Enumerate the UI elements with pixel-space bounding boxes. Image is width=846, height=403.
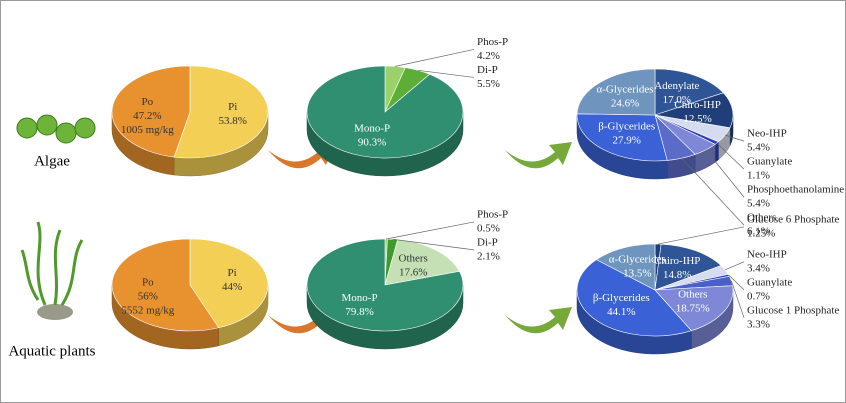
slice-label: Others (399, 252, 428, 264)
slice-label: Mono-P (342, 292, 378, 304)
value-label: 24.6% (611, 97, 639, 109)
row-label: Algae (34, 153, 70, 169)
annotation: 1005 mg/kg (121, 124, 174, 136)
slice-label: β-Glycerides (598, 121, 655, 133)
slice-label: α-Glycerides (597, 83, 654, 95)
leader-line (724, 261, 745, 271)
value-label: 5.4% (747, 198, 770, 210)
slice-label: Glucose 1 Phosphate (747, 304, 839, 316)
slice-label: Chiro-IHP (654, 255, 700, 267)
leader-line (725, 134, 745, 142)
slice (654, 243, 722, 291)
value-label: 13.5% (623, 267, 651, 279)
value-label: 5.5% (477, 78, 500, 90)
leader-line (681, 157, 745, 226)
value-label: 1.25% (747, 227, 775, 239)
slice-label: Pi (228, 267, 237, 279)
slice-label: α-Glycerides (609, 253, 666, 265)
slice (306, 238, 464, 332)
leader-line (728, 275, 745, 291)
slice-label: Po (142, 96, 154, 108)
leader-line (417, 69, 475, 78)
leader-line (386, 221, 475, 240)
slice-label: Others (678, 289, 707, 301)
leader-line (392, 238, 475, 251)
slice (654, 68, 724, 116)
value-label: 56% (138, 290, 158, 302)
value-label: 1.1% (747, 170, 770, 182)
value-label: 17.0% (663, 94, 691, 106)
value-label: 17.6% (399, 266, 427, 278)
value-label: 53.8% (218, 115, 246, 127)
plant-icon (20, 221, 84, 320)
value-label: 5.4% (747, 142, 770, 154)
slice-side (714, 141, 719, 163)
slice (595, 243, 656, 291)
slice (654, 92, 734, 129)
slice-label: Di-P (477, 236, 498, 248)
slice-label: Chiro-IHP (674, 99, 720, 111)
slice-label: Mono-P (354, 123, 390, 135)
slice-label: Guanylate (747, 156, 792, 168)
leader-line (705, 149, 745, 198)
slice-label: Phos-P (477, 36, 508, 48)
value-label: 3.4% (747, 262, 770, 274)
slice-label: Pi (228, 101, 237, 113)
slice (173, 65, 269, 159)
leader-line (658, 226, 745, 245)
value-label: 0.7% (747, 290, 770, 302)
slice-label: β-Glycerides (593, 292, 650, 304)
value-label: 6.1% (747, 226, 770, 238)
slice-label: Neo-IHP (747, 128, 787, 140)
slice (576, 259, 692, 337)
slice-label: Neo-IHP (747, 248, 787, 260)
slice (576, 68, 656, 116)
slice (111, 238, 220, 332)
value-label: 0.5% (477, 222, 500, 234)
value-label: 79.8% (345, 306, 373, 318)
value-label: 4.2% (477, 50, 500, 62)
slice-label: Phosphoethanolamine (747, 184, 844, 196)
value-label: 44% (222, 281, 242, 293)
algae-icon (16, 114, 96, 144)
slice-label: Others (747, 212, 776, 224)
leader-line (395, 49, 475, 67)
leader-line (731, 280, 745, 318)
value-label: 90.3% (358, 137, 386, 149)
value-label: 44.1% (607, 306, 635, 318)
slice-label: Glucose 6 Phosphate (747, 213, 839, 225)
row-label: Aquatic plants (8, 343, 95, 359)
value-label: 2.1% (477, 250, 500, 262)
value-label: 27.9% (613, 135, 641, 147)
slice-label: Di-P (477, 64, 498, 76)
slice (576, 113, 668, 162)
value-label: 14.8% (663, 269, 691, 281)
value-label: 3.3% (747, 318, 770, 330)
value-label: 12.5% (683, 113, 711, 125)
slice-label: Adenylate (654, 80, 699, 92)
slice (306, 65, 464, 159)
slice (654, 285, 734, 332)
value-label: 47.2% (133, 110, 161, 122)
slice (189, 238, 269, 329)
slice-label: Guanylate (747, 276, 792, 288)
leader-line (716, 142, 745, 170)
slice (111, 65, 191, 158)
slice-label: Po (142, 276, 154, 288)
value-label: 18.75% (676, 303, 710, 315)
slice-label: Phos-P (477, 208, 508, 220)
annotation: 5552 mg/kg (121, 304, 174, 316)
